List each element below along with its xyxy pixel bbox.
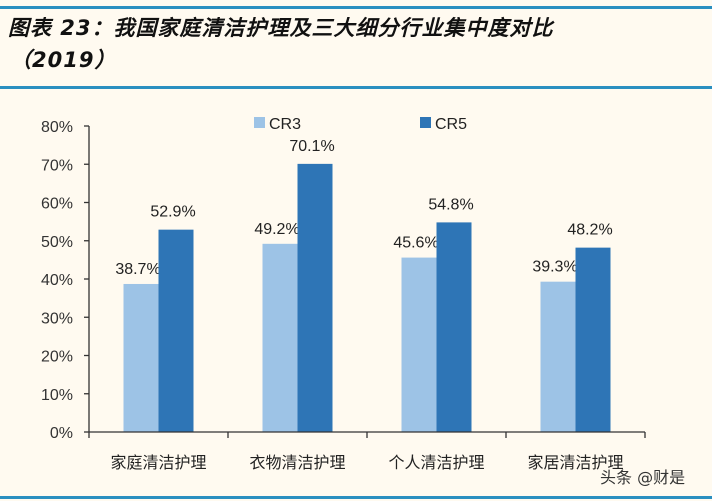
title-line-2: （2019）: [10, 48, 117, 72]
value-label-cr3: 45.6%: [393, 235, 438, 252]
legend-swatch-cr5: [420, 117, 431, 128]
figure-title: 图表 23：我国家庭清洁护理及三大细分行业集中度对比 （2019）: [8, 12, 708, 76]
value-label-cr5: 52.9%: [150, 204, 195, 221]
title-bottom-rule: [0, 86, 712, 89]
y-tick-label: 0%: [50, 425, 73, 442]
x-category-label: 家庭清洁护理: [110, 453, 206, 472]
bar-cr3: [262, 243, 298, 432]
value-label-cr5: 48.2%: [567, 222, 612, 239]
y-tick-label: 40%: [41, 272, 73, 289]
value-label-cr3: 39.3%: [532, 259, 577, 276]
bar-cr5: [158, 229, 194, 432]
legend: CR3 CR5: [254, 116, 467, 133]
x-category-label: 家居清洁护理: [527, 453, 623, 472]
value-label-cr5: 54.8%: [428, 196, 473, 213]
legend-swatch-cr3: [254, 117, 265, 128]
bar-cr3: [540, 281, 576, 432]
bar-cr5: [436, 222, 472, 432]
y-tick-label: 50%: [41, 234, 73, 251]
y-tick-label: 60%: [41, 196, 73, 213]
value-label-cr3: 49.2%: [254, 221, 299, 238]
y-tick-label: 20%: [41, 349, 73, 366]
y-tick-label: 10%: [41, 387, 73, 404]
bar-cr3: [123, 283, 159, 432]
bottom-rule: [0, 496, 712, 499]
x-axis: 家庭清洁护理 衣物清洁护理 个人清洁护理 家居清洁护理: [88, 431, 646, 472]
x-category-label: 衣物清洁护理: [249, 453, 345, 472]
value-label-cr3: 38.7%: [115, 261, 160, 278]
bars-group: 38.7% 52.9% 49.2% 70.1% 45.6% 54.8% 39.3% 48.2%: [115, 138, 613, 432]
y-tick-label: 30%: [41, 310, 73, 327]
y-tick-label: 80%: [41, 119, 73, 136]
x-category-label: 个人清洁护理: [388, 453, 484, 472]
y-axis: 0% 10% 20% 30% 40% 50% 60% 70% 80%: [41, 119, 90, 442]
bar-cr5: [297, 163, 333, 432]
y-tick-label: 70%: [41, 157, 73, 174]
value-label-cr5: 70.1%: [289, 138, 334, 155]
title-line-1: 图表 23：我国家庭清洁护理及三大细分行业集中度对比: [8, 16, 554, 40]
watermark: 头条 @财是: [600, 468, 685, 487]
bar-cr5: [575, 247, 611, 432]
legend-label-cr3: CR3: [269, 116, 301, 133]
legend-label-cr5: CR5: [435, 116, 467, 133]
bar-cr3: [401, 257, 437, 432]
top-rule: [0, 6, 712, 9]
